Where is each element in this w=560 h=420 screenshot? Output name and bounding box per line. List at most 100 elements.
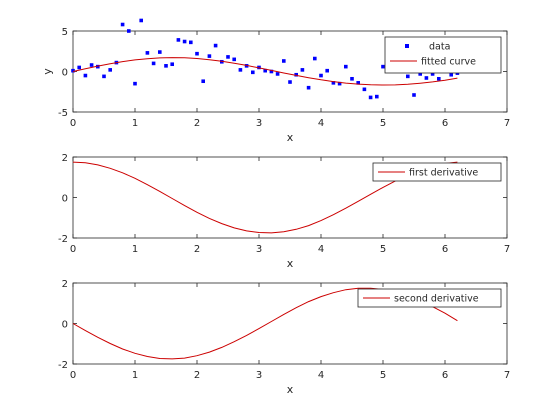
- y-tick-label: -5: [58, 108, 68, 119]
- data-point: [133, 81, 137, 86]
- x-tick-label: 6: [442, 118, 448, 129]
- data-point: [238, 68, 243, 72]
- data-point: [325, 68, 329, 73]
- x-tick-label: 1: [132, 118, 138, 129]
- y-tick-label: 0: [62, 194, 68, 205]
- x-tick-label: 7: [504, 118, 510, 129]
- data-point: [350, 76, 354, 81]
- data-point: [71, 68, 75, 73]
- x-tick-label: 2: [194, 118, 200, 129]
- data-point: [331, 81, 336, 85]
- data-point: [83, 73, 88, 78]
- x-tick-label: 0: [70, 370, 76, 381]
- data-point: [213, 43, 218, 48]
- data-point: [418, 72, 422, 76]
- data-point: [232, 57, 236, 62]
- data-point: [412, 93, 416, 97]
- first-derivative-line: [72, 161, 458, 234]
- x-tick-label: 0: [70, 244, 76, 255]
- data-point: [127, 29, 131, 33]
- data-point: [139, 18, 143, 23]
- data-point: [424, 76, 429, 80]
- x-tick-label: 4: [318, 370, 324, 381]
- x-tick-label: 7: [504, 244, 510, 255]
- x-axis-label: x: [287, 257, 294, 270]
- x-tick-label: 5: [380, 370, 386, 381]
- data-point: [120, 22, 125, 27]
- y-tick-label: 2: [62, 279, 68, 290]
- y-tick-label: 0: [62, 68, 68, 79]
- x-tick-label: 3: [256, 118, 262, 129]
- legend-box: [372, 162, 502, 182]
- x-tick-label: 0: [70, 118, 76, 129]
- data-point: [195, 51, 199, 56]
- x-tick-label: 4: [318, 244, 324, 255]
- legend-box: [357, 288, 502, 308]
- data-point: [319, 73, 323, 78]
- data-point: [158, 50, 162, 54]
- data-point: [189, 40, 193, 45]
- legend-label: fitted curve: [421, 57, 476, 68]
- data-point: [288, 80, 292, 84]
- x-tick-label: 5: [380, 244, 386, 255]
- data-point: [362, 87, 367, 92]
- data-point: [182, 39, 187, 44]
- data-point: [226, 55, 230, 59]
- data-point: [207, 54, 212, 58]
- data-point: [337, 81, 342, 86]
- data-point: [449, 72, 453, 77]
- y-tick-label: -2: [58, 234, 68, 245]
- data-point: [176, 38, 181, 42]
- data-point: [170, 62, 174, 67]
- legend-box: [384, 36, 502, 74]
- x-axis-label: x: [287, 131, 294, 144]
- data-point: [96, 64, 100, 69]
- data-point: [263, 68, 267, 73]
- x-tick-label: 3: [256, 370, 262, 381]
- legend-label: data: [429, 42, 450, 53]
- x-tick-label: 1: [132, 370, 138, 381]
- x-tick-label: 4: [318, 118, 324, 129]
- data-point: [313, 56, 317, 61]
- y-tick-label: 5: [62, 27, 68, 38]
- x-tick-label: 7: [504, 370, 510, 381]
- data-point: [368, 95, 373, 100]
- data-point: [77, 65, 81, 70]
- data-point: [151, 61, 156, 66]
- x-tick-label: 6: [442, 244, 448, 255]
- fitted-curve-line: [72, 57, 458, 86]
- data-point: [102, 74, 106, 79]
- x-tick-label: 2: [194, 244, 200, 255]
- x-axis-label: x: [287, 383, 294, 396]
- x-tick-label: 2: [194, 370, 200, 381]
- data-point: [344, 64, 348, 69]
- y-axis-label: y: [41, 68, 54, 75]
- x-tick-label: 1: [132, 244, 138, 255]
- x-tick-label: 5: [380, 118, 386, 129]
- data-point: [306, 85, 311, 90]
- legend-marker-data: [405, 44, 409, 48]
- data-point: [300, 68, 305, 72]
- data-point: [164, 64, 168, 68]
- data-point: [437, 76, 441, 81]
- data-point: [406, 74, 410, 79]
- y-tick-label: 2: [62, 153, 68, 164]
- x-tick-label: 3: [256, 244, 262, 255]
- data-point: [430, 72, 435, 76]
- data-point: [275, 72, 280, 76]
- data-point: [294, 72, 298, 77]
- data-point: [108, 68, 112, 72]
- data-point: [201, 79, 205, 84]
- y-tick-label: 0: [62, 320, 68, 331]
- data-point: [381, 64, 385, 69]
- x-tick-label: 6: [442, 370, 448, 381]
- y-tick-label: -2: [58, 360, 68, 371]
- legend-label: second derivative: [394, 294, 479, 305]
- data-point: [269, 69, 274, 74]
- legend-label: first derivative: [409, 168, 478, 179]
- data-point: [375, 94, 379, 99]
